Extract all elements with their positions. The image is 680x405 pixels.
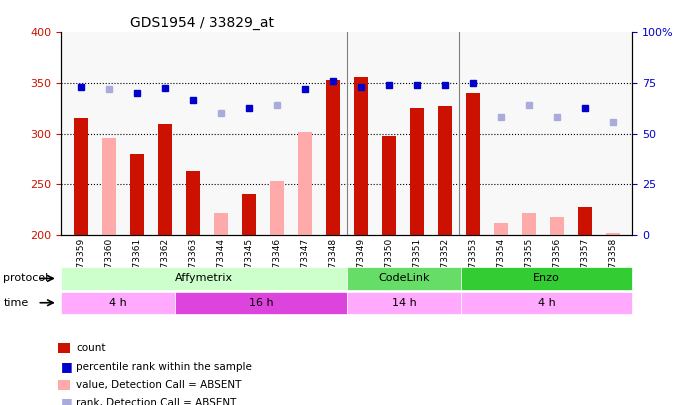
Bar bbox=[438, 107, 452, 235]
Bar bbox=[102, 138, 116, 235]
Text: 14 h: 14 h bbox=[392, 298, 416, 308]
Text: CodeLink: CodeLink bbox=[378, 273, 430, 283]
Bar bbox=[466, 93, 480, 235]
Text: time: time bbox=[3, 298, 29, 308]
Text: rank, Detection Call = ABSENT: rank, Detection Call = ABSENT bbox=[76, 398, 237, 405]
Text: protocol: protocol bbox=[3, 273, 49, 283]
Text: count: count bbox=[76, 343, 105, 353]
Bar bbox=[522, 213, 536, 235]
Text: Enzo: Enzo bbox=[533, 273, 560, 283]
Text: percentile rank within the sample: percentile rank within the sample bbox=[76, 362, 252, 371]
Text: ■: ■ bbox=[61, 396, 73, 405]
Bar bbox=[326, 80, 340, 235]
Bar bbox=[158, 124, 172, 235]
Text: 4 h: 4 h bbox=[538, 298, 556, 308]
Bar bbox=[270, 181, 284, 235]
Bar bbox=[74, 118, 88, 235]
Bar bbox=[578, 207, 592, 235]
Bar bbox=[606, 233, 619, 235]
Bar bbox=[381, 136, 396, 235]
Text: value, Detection Call = ABSENT: value, Detection Call = ABSENT bbox=[76, 380, 241, 390]
Text: GDS1954 / 33829_at: GDS1954 / 33829_at bbox=[130, 16, 274, 30]
Bar bbox=[130, 154, 143, 235]
Bar bbox=[186, 171, 200, 235]
Bar bbox=[550, 217, 564, 235]
Bar bbox=[214, 213, 228, 235]
Text: 4 h: 4 h bbox=[109, 298, 127, 308]
Bar bbox=[298, 132, 312, 235]
Bar bbox=[354, 77, 368, 235]
Bar bbox=[242, 194, 256, 235]
Text: Affymetrix: Affymetrix bbox=[175, 273, 233, 283]
Text: ■: ■ bbox=[61, 360, 73, 373]
Bar bbox=[494, 223, 508, 235]
Text: 16 h: 16 h bbox=[249, 298, 273, 308]
Bar bbox=[410, 108, 424, 235]
